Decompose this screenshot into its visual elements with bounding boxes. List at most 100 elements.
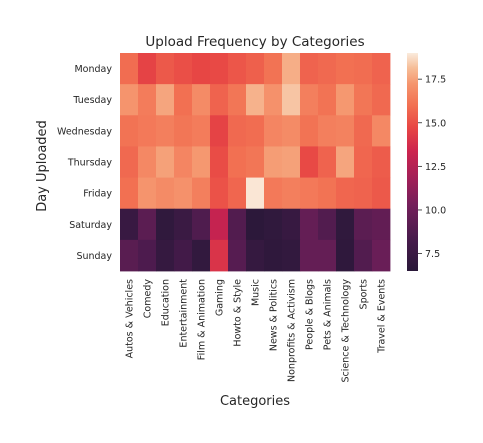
x-tick-label: Howto & Style [233,279,244,347]
heatmap-cell [246,53,265,85]
heatmap-cell [174,177,193,210]
heatmap-cell [318,84,337,116]
heatmap-cell [264,208,283,241]
heatmap-cell [192,84,211,116]
heatmap-cell [354,146,373,178]
heatmap-cell [156,177,175,210]
heatmap-cell [210,53,229,85]
heatmap-cell [354,177,373,210]
heatmap-cell [354,208,373,241]
x-tick-label: Science & Technology [341,279,352,383]
heatmap-cell [336,115,355,147]
heatmap-cell [228,146,247,178]
heatmap-cell [192,177,211,210]
heatmap-cell [138,239,157,272]
heatmap-cell [138,84,157,116]
heatmap-cell [210,84,229,116]
heatmap-cell [282,115,301,147]
heatmap-cell [372,177,391,210]
heatmap-cell [210,208,229,241]
x-tick-label: Sports [359,279,370,310]
heatmap-cell [156,239,175,272]
heatmap-cell [228,177,247,210]
x-tick-label: Film & Animation [197,279,208,360]
x-tick-label: People & Blogs [305,279,316,350]
heatmap-cell [300,208,319,241]
colorbar-gradient [407,53,418,271]
heatmap-cell [156,84,175,116]
heatmap-cell [156,208,175,241]
heatmap-cell [246,115,265,147]
heatmap-cell [246,239,265,272]
heatmap-cell [246,146,265,178]
colorbar-tick-label: 17.5 [425,75,446,86]
x-tick-labels: Autos & Vehicles Comedy Education Entertain… [125,279,388,383]
heatmap-cell [372,239,391,272]
x-tick-label: Travel & Events [377,279,388,354]
heatmap-cell [300,177,319,210]
y-tick-labels: Monday Tuesday Wednesday Thursday Friday Satu… [57,64,112,262]
heatmap-cell [300,115,319,147]
heatmap-cell [282,53,301,85]
colorbar-tick-label: 15.0 [425,118,446,129]
heatmap-cell [372,208,391,241]
heatmap-cell [246,84,265,116]
heatmap-cell [264,84,283,116]
heatmap-cell [156,115,175,147]
heatmap-cell [174,53,193,85]
heatmap-cell [354,115,373,147]
heatmap-cell [300,146,319,178]
heatmap-cell [336,239,355,272]
x-tick-label: Nonprofits & Activism [287,279,298,382]
y-tick-label: Monday [74,64,112,75]
heatmap-cell [120,208,139,241]
heatmap-cell [246,208,265,241]
heatmap-cell [174,208,193,241]
heatmap-cell [354,239,373,272]
heatmap-cells [120,53,391,272]
heatmap-cell [336,84,355,116]
heatmap-cell [192,53,211,85]
heatmap-cell [120,115,139,147]
heatmap-cell [282,84,301,116]
heatmap-cell [300,53,319,85]
heatmap-cell [282,239,301,272]
heatmap-cell [120,177,139,210]
y-tick-label: Sunday [76,251,112,262]
x-tick-label: Education [161,279,172,326]
heatmap-cell [228,239,247,272]
heatmap-cell [228,208,247,241]
x-tick-label: Entertainment [179,279,190,348]
heatmap-cell [174,239,193,272]
heatmap-cell [120,239,139,272]
heatmap-cell [264,177,283,210]
heatmap-cell [210,239,229,272]
heatmap-cell [174,115,193,147]
heatmap-cell [318,208,337,241]
heatmap-cell [336,146,355,178]
heatmap-cell [246,177,265,210]
heatmap-cell [264,146,283,178]
heatmap-cell [192,146,211,178]
colorbar-tick-label: 10.0 [425,205,446,216]
colorbar: 7.5 10.0 12.5 15.0 17.5 [407,53,446,271]
heatmap-cell [318,239,337,272]
heatmap-cell [120,53,139,85]
x-tick-label: Comedy [143,279,154,319]
x-tick-label: Pets & Animals [323,279,334,350]
x-tick-label: Autos & Vehicles [125,279,136,358]
y-tick-label: Friday [83,189,112,200]
heatmap-cell [192,208,211,241]
heatmap-cell [282,208,301,241]
heatmap-cell [372,115,391,147]
heatmap-cell [336,208,355,241]
heatmap-cell [174,84,193,116]
heatmap-cell [138,53,157,85]
heatmap-cell [300,239,319,272]
heatmap-cell [138,146,157,178]
x-tick-label: Gaming [215,279,226,316]
heatmap-cell [156,53,175,85]
x-axis-label: Categories [220,394,290,409]
heatmap-cell [318,177,337,210]
